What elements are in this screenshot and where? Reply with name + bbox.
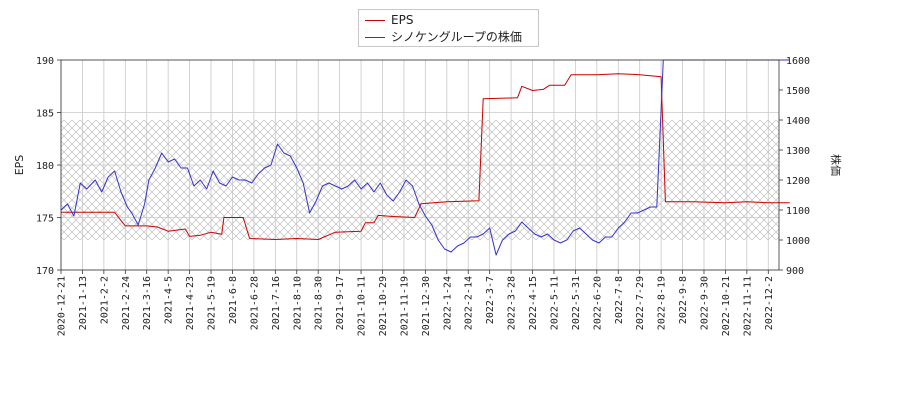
legend-item-stock-price: シノケングループの株価 — [365, 29, 522, 45]
series-line-stock-price — [60, 59, 790, 256]
x-tick-label: 2022-6-20 — [592, 276, 603, 330]
y-right-tick-label: 1500 — [786, 86, 810, 97]
x-tick-label: 2021-9-17 — [335, 276, 346, 330]
y-right-tick-label: 1300 — [786, 146, 810, 157]
x-tick-label: 2021-6-8 — [228, 276, 239, 324]
x-tick-label: 2021-2-24 — [121, 276, 132, 330]
y-right-tick-label: 1100 — [786, 206, 810, 217]
y-right-tick-label: 900 — [786, 266, 804, 277]
x-tick-label: 2022-4-15 — [528, 276, 539, 330]
x-tick-label: 2021-5-19 — [207, 276, 218, 330]
x-tick-label: 2022-1-24 — [442, 276, 453, 330]
y-right-tick-label: 1400 — [786, 116, 810, 127]
y-right-tick-label: 1000 — [786, 236, 810, 247]
plot-frame — [60, 59, 780, 271]
y-left-axis-title: EPS — [13, 155, 26, 176]
x-tick-label: 2022-8-19 — [657, 276, 668, 330]
x-tick-label: 2021-1-13 — [78, 276, 89, 330]
x-tick-label: 2022-12-2 — [764, 276, 775, 330]
x-tick-label: 2022-9-30 — [699, 276, 710, 330]
legend-swatch-eps — [365, 20, 385, 21]
y-right-axis-title: 株価 — [829, 154, 843, 176]
x-tick-label: 2022-10-21 — [721, 276, 732, 336]
y-left-tick-label: 175 — [36, 214, 54, 225]
x-tick-label: 2021-8-30 — [314, 276, 325, 330]
x-tick-label: 2021-2-2 — [99, 276, 110, 324]
y-left-tick-label: 170 — [36, 266, 54, 277]
x-tick-label: 2021-3-16 — [142, 276, 153, 330]
x-tick-label: 2020-12-21 — [57, 276, 68, 336]
x-tick-label: 2022-11-11 — [742, 276, 753, 336]
y-right-tick-label: 1200 — [786, 176, 810, 187]
x-tick-label: 2022-5-31 — [571, 276, 582, 330]
y-right-tick-label: 1600 — [786, 56, 810, 67]
legend-label-eps: EPS — [391, 13, 414, 27]
x-tick-label: 2021-6-28 — [249, 276, 260, 330]
x-tick-label: 2021-8-10 — [292, 276, 303, 330]
y-left-tick-label: 190 — [36, 56, 54, 67]
shaded-band — [61, 120, 779, 240]
x-tick-label: 2021-10-29 — [378, 276, 389, 336]
x-tick-label: 2022-5-11 — [549, 276, 560, 330]
y-left-tick-label: 180 — [36, 161, 54, 172]
x-tick-label: 2021-12-30 — [421, 276, 432, 336]
legend-item-eps: EPS — [365, 12, 413, 28]
x-tick-label: 2022-7-29 — [635, 276, 646, 330]
x-tick-label: 2022-9-8 — [678, 276, 689, 324]
x-tick-label: 2021-7-16 — [271, 276, 282, 330]
series-line-eps — [61, 73, 790, 240]
x-tick-label: 2022-3-7 — [485, 276, 496, 324]
legend-swatch-stock-price — [365, 37, 385, 38]
x-tick-label: 2022-2-14 — [464, 276, 475, 330]
x-tick-label: 2021-4-23 — [185, 276, 196, 330]
x-tick-label: 2022-3-28 — [507, 276, 518, 330]
legend-label-stock-price: シノケングループの株価 — [391, 30, 522, 44]
x-tick-label: 2021-4-5 — [164, 276, 175, 324]
x-tick-label: 2022-7-8 — [614, 276, 625, 324]
x-tick-label: 2021-11-19 — [399, 276, 410, 336]
x-tick-label: 2021-10-11 — [357, 276, 368, 336]
legend: EPS シノケングループの株価 — [358, 9, 539, 47]
y-left-tick-label: 185 — [36, 109, 54, 120]
